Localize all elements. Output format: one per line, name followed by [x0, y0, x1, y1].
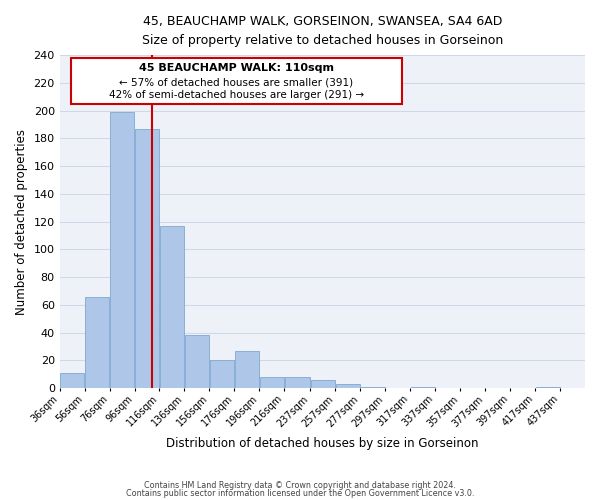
Bar	[110, 112, 134, 388]
Y-axis label: Number of detached properties: Number of detached properties	[15, 128, 28, 314]
Text: Contains HM Land Registry data © Crown copyright and database right 2024.: Contains HM Land Registry data © Crown c…	[144, 481, 456, 490]
Text: 42% of semi-detached houses are larger (291) →: 42% of semi-detached houses are larger (…	[109, 90, 364, 100]
Bar	[361, 386, 385, 388]
Text: 45 BEAUCHAMP WALK: 110sqm: 45 BEAUCHAMP WALK: 110sqm	[139, 64, 334, 74]
Bar	[60, 373, 84, 388]
Bar	[536, 386, 560, 388]
Text: ← 57% of detached houses are smaller (391): ← 57% of detached houses are smaller (39…	[119, 78, 353, 88]
Bar	[411, 386, 435, 388]
Bar	[85, 296, 109, 388]
Title: 45, BEAUCHAMP WALK, GORSEINON, SWANSEA, SA4 6AD
Size of property relative to det: 45, BEAUCHAMP WALK, GORSEINON, SWANSEA, …	[142, 15, 503, 47]
X-axis label: Distribution of detached houses by size in Gorseinon: Distribution of detached houses by size …	[166, 437, 479, 450]
Text: Contains public sector information licensed under the Open Government Licence v3: Contains public sector information licen…	[126, 488, 474, 498]
Bar	[235, 350, 259, 388]
Bar	[135, 128, 159, 388]
Bar	[185, 336, 209, 388]
Bar	[311, 380, 335, 388]
FancyBboxPatch shape	[71, 58, 401, 104]
Bar	[260, 377, 284, 388]
Bar	[336, 384, 360, 388]
Bar	[285, 377, 310, 388]
Bar	[210, 360, 234, 388]
Bar	[160, 226, 184, 388]
